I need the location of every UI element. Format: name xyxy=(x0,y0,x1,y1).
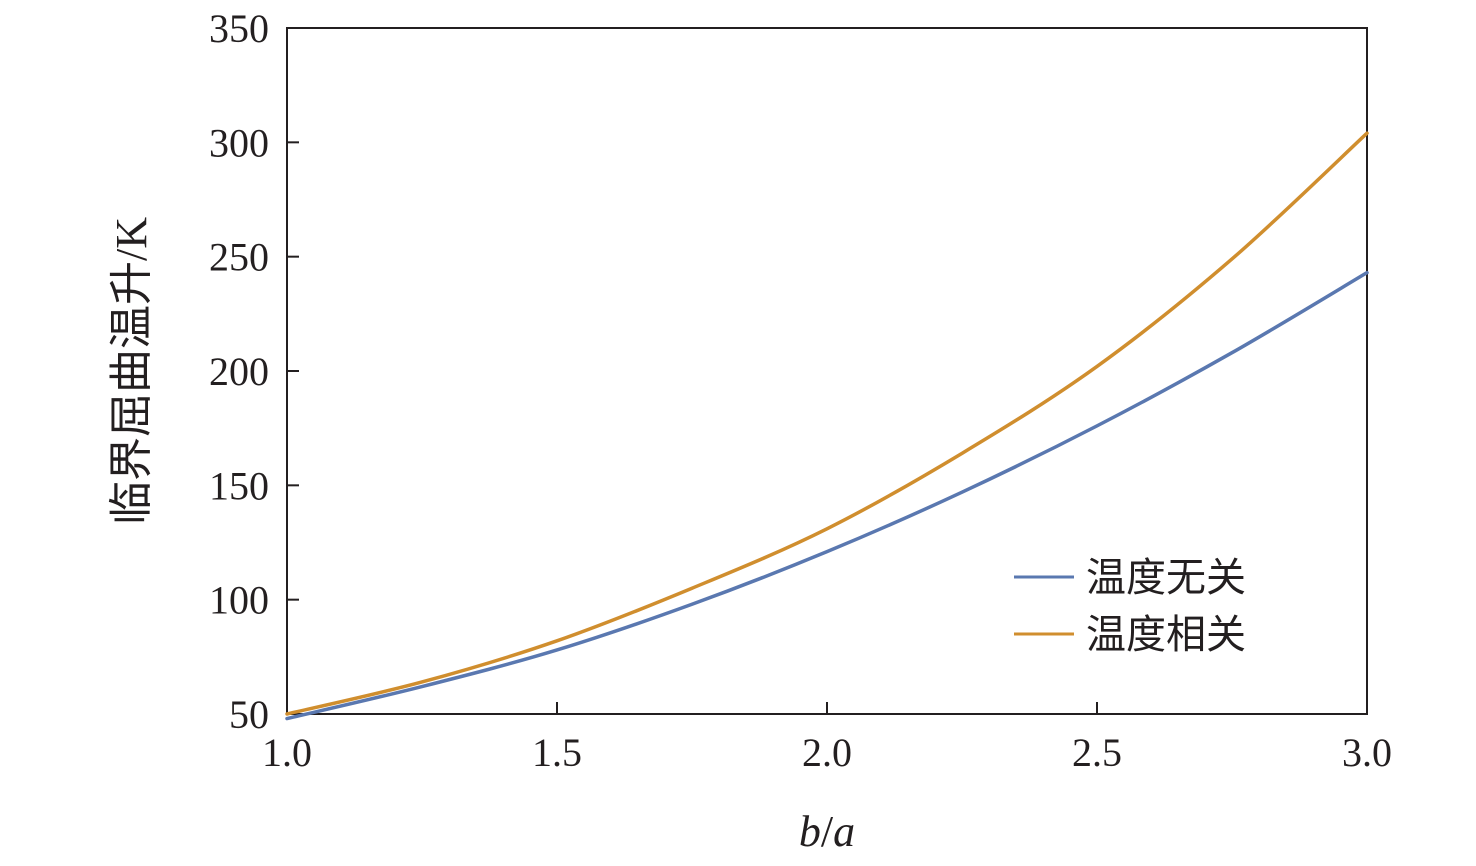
x-axis-ticks: 1.0 1.5 2.0 2.5 3.0 xyxy=(262,702,1392,775)
x-tick-label: 1.5 xyxy=(532,730,582,775)
y-tick-label: 50 xyxy=(229,692,269,737)
x-axis-title-numerator: b xyxy=(799,807,821,856)
x-axis-title-denominator: a xyxy=(833,807,855,856)
y-tick-label: 250 xyxy=(209,235,269,280)
legend-label-series-1: 温度相关 xyxy=(1086,612,1246,658)
y-axis-ticks: 50 100 150 200 250 300 350 xyxy=(209,6,299,737)
y-tick-label: 100 xyxy=(209,578,269,623)
x-axis-title-separator: / xyxy=(821,807,834,856)
series-lines xyxy=(285,131,1369,721)
x-tick-label: 2.0 xyxy=(802,730,852,775)
y-tick-label: 150 xyxy=(209,463,269,508)
y-tick-label: 300 xyxy=(209,120,269,165)
legend-label-series-0: 温度无关 xyxy=(1086,555,1246,601)
x-tick-label: 3.0 xyxy=(1342,730,1392,775)
y-tick-label: 350 xyxy=(209,6,269,51)
y-tick-label: 200 xyxy=(209,349,269,394)
legend: 温度无关 温度相关 xyxy=(1014,555,1246,658)
y-axis-title: 临界屈曲温升/K xyxy=(107,217,156,525)
x-axis-title: b/a xyxy=(799,807,855,856)
x-tick-label: 2.5 xyxy=(1072,730,1122,775)
series-line-1 xyxy=(285,131,1369,716)
series-line-0 xyxy=(285,270,1369,721)
x-tick-label: 1.0 xyxy=(262,730,312,775)
